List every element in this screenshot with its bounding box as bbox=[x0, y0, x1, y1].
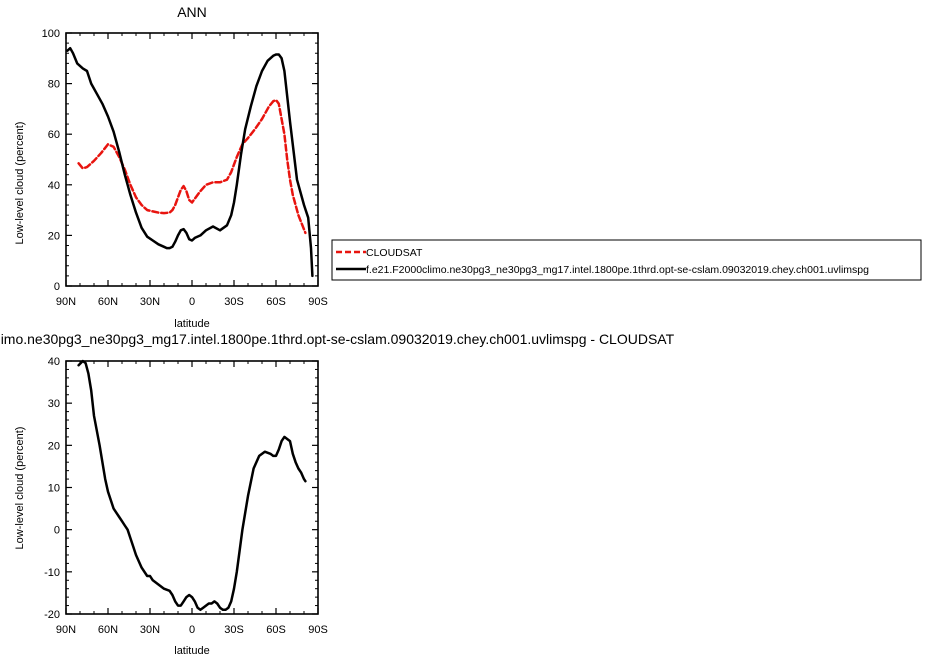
y-tick-label: 20 bbox=[48, 440, 60, 452]
panel-bottom: f.e21.F2000climo.ne30pg3_ne30pg3_mg17.in… bbox=[0, 331, 675, 657]
legend: CLOUDSAT f.e21.F2000climo.ne30pg3_ne30pg… bbox=[331, 239, 922, 281]
y-tick-label: 10 bbox=[48, 483, 60, 495]
series-line-difference bbox=[77, 359, 307, 612]
x-tick-label: 90S bbox=[308, 624, 328, 636]
y-tick-label: 80 bbox=[48, 79, 60, 91]
series-line-model bbox=[66, 46, 314, 278]
y-tick-label: 20 bbox=[48, 230, 60, 242]
panel-bottom-series bbox=[77, 359, 307, 612]
panel-top-y-axis-label: Low-level cloud (percent) bbox=[14, 122, 26, 245]
series-line-cloudsat bbox=[77, 98, 307, 235]
x-tick-label: 60N bbox=[98, 624, 118, 636]
x-tick-label: 0 bbox=[189, 624, 195, 636]
y-tick-label: 40 bbox=[48, 180, 60, 192]
x-tick-label: 0 bbox=[189, 296, 195, 308]
panel-top-series bbox=[66, 46, 314, 278]
plot-frame bbox=[65, 32, 319, 287]
x-tick-label: 30N bbox=[140, 624, 160, 636]
legend-label-model: f.e21.F2000climo.ne30pg3_ne30pg3_mg17.in… bbox=[366, 264, 869, 276]
y-tick-label: -10 bbox=[44, 567, 60, 579]
x-tick-label: 90N bbox=[56, 624, 76, 636]
y-tick-label: 0 bbox=[54, 281, 60, 293]
legend-label-cloudsat: CLOUDSAT bbox=[366, 247, 423, 259]
y-tick-label: -20 bbox=[44, 609, 60, 621]
x-tick-label: 60S bbox=[266, 624, 286, 636]
panel-bottom-axes: -20 -10 0 10 20 30 40 90N 60N 30N 0 30S 60S 90S bbox=[44, 356, 328, 636]
panel-top-x-axis-label: latitude bbox=[174, 318, 209, 330]
y-tick-label: 40 bbox=[48, 356, 60, 368]
panel-top-title: ANN bbox=[177, 4, 207, 20]
panel-bottom-x-axis-label: latitude bbox=[174, 645, 209, 657]
panel-bottom-y-axis-label: Low-level cloud (percent) bbox=[14, 427, 26, 550]
y-tick-label: 100 bbox=[42, 28, 60, 40]
x-tick-label: 60S bbox=[266, 296, 286, 308]
x-tick-label: 30S bbox=[224, 296, 244, 308]
x-tick-label: 30N bbox=[140, 296, 160, 308]
x-tick-label: 60N bbox=[98, 296, 118, 308]
panel-top-axes: 0 20 40 60 80 100 90N 60N 30N 0 30S 60S 90S bbox=[42, 28, 328, 308]
panel-bottom-title: f.e21.F2000climo.ne30pg3_ne30pg3_mg17.in… bbox=[0, 331, 675, 347]
y-tick-label: 30 bbox=[48, 398, 60, 410]
y-tick-label: 60 bbox=[48, 129, 60, 141]
legend-box bbox=[331, 239, 922, 281]
plot-frame bbox=[65, 360, 319, 615]
x-tick-label: 90S bbox=[308, 296, 328, 308]
x-tick-label: 90N bbox=[56, 296, 76, 308]
y-tick-label: 0 bbox=[54, 525, 60, 537]
x-tick-label: 30S bbox=[224, 624, 244, 636]
panel-top: ANN Low-level cloud (percent) latitude 0… bbox=[14, 4, 922, 330]
